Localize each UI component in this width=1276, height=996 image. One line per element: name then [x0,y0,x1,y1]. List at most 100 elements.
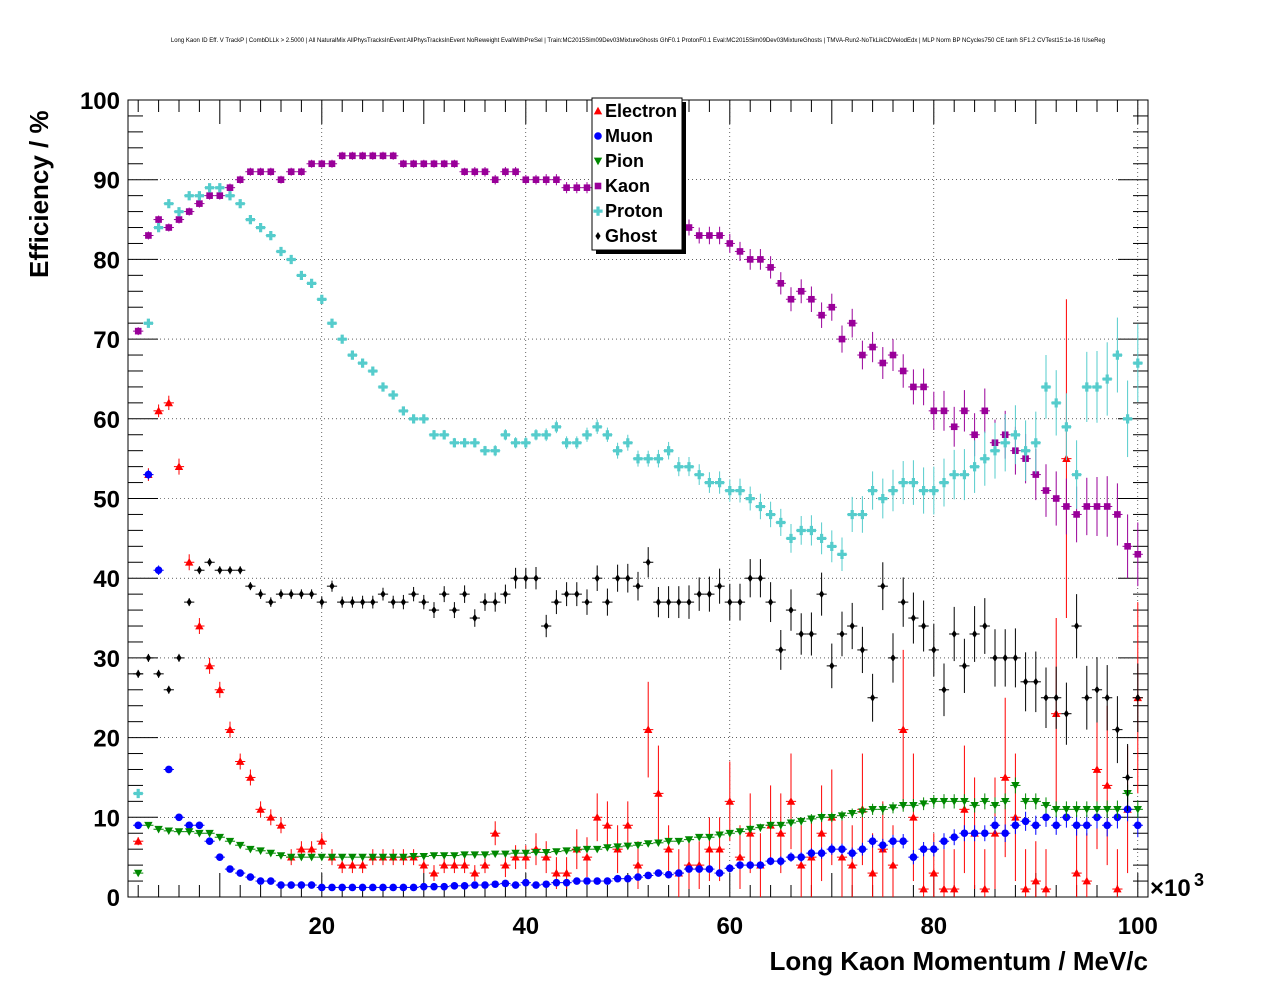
kaon-point [1114,511,1121,518]
pion-point [786,819,796,828]
ghost-point [217,566,223,575]
pion-point [144,821,153,830]
pion-point [542,849,551,857]
muon-point [522,878,530,887]
proton-point [409,414,419,424]
pion-point [990,801,1000,810]
kaon-point [134,327,142,335]
electron-point [1031,876,1040,885]
electron-point [501,860,510,869]
kaon-point [971,431,978,439]
proton-point [704,478,714,488]
proton-point [1082,382,1092,392]
muon-point [838,845,846,853]
kaon-point [828,303,836,311]
ghost-point [564,590,570,599]
pion-point [1011,782,1020,790]
kaon-point [206,192,213,199]
pion-point [1133,805,1142,814]
ghost-point [696,590,702,599]
muon-point [165,765,173,774]
proton-point [1123,414,1133,424]
ghost-point [462,590,468,599]
muon-point [267,877,275,885]
ghost-point [298,590,304,599]
kaon-point [808,295,815,303]
proton-point [817,533,827,544]
proton-point [388,390,398,400]
muon-point [675,869,683,877]
muon-point [705,865,714,873]
proton-point [786,533,796,544]
pion-point [1001,798,1010,806]
proton-point [633,454,643,464]
ghost-point [778,645,784,654]
pion-point [1052,805,1061,814]
proton-point [1072,470,1082,480]
pion-point [460,851,469,859]
ghost-point [380,590,386,599]
muon-point [583,877,591,885]
kaon-point [338,152,346,160]
y-tick-label: 80 [93,247,120,274]
electron-point [317,837,326,845]
muon-point [307,881,316,889]
ghost-point [1135,693,1141,702]
muon-point [389,883,398,892]
pion-point [297,853,306,862]
electron-point [888,860,898,869]
ghost-point [829,661,835,670]
muon-point [766,857,775,865]
legend-marker-kaon [594,182,602,190]
proton-point [184,191,194,201]
ghost-point [533,574,539,583]
x-tick-label: 20 [308,913,335,940]
kaon-point [1063,503,1070,510]
pion-point [970,801,979,810]
ghost-point [135,669,141,678]
electron-point [705,844,714,853]
muon-point [940,837,948,846]
kaon-point [950,423,958,431]
proton-point [439,430,449,440]
proton-point [827,541,837,552]
ghost-point [176,653,182,662]
ghost-point [910,614,916,623]
ghost-point [227,566,233,575]
electron-point [358,860,367,869]
muon-point [318,883,326,892]
pion-point [695,833,704,842]
kaon-point [920,383,927,391]
pion-point [409,852,418,861]
muon-point [277,881,285,889]
pion-point [878,805,887,814]
proton-point [1133,358,1143,368]
ghost-point [890,653,896,662]
electron-point [174,462,184,470]
ghost-point [553,598,559,607]
ghost-point [635,582,641,591]
y-axis-title: Efficiency / % [24,110,54,278]
electron-point [552,868,561,877]
electron-point [491,829,500,837]
kaon-point [1042,487,1050,494]
ghost-point [676,598,682,607]
pion-point [287,853,296,862]
muon-point [736,861,744,869]
electron-point [185,558,194,566]
ghost-point [1012,653,1018,662]
ghost-point [819,590,825,599]
pion-point [491,850,500,859]
ghost-point [615,574,621,583]
proton-point [613,446,623,456]
proton-point [358,358,368,368]
kaon-point [848,319,856,327]
pion-point [888,804,898,812]
electron-point [1072,868,1081,877]
proton-point [1031,438,1041,448]
kaon-point [410,160,417,168]
muon-point [369,883,377,892]
kaon-point [400,160,407,168]
muon-point [899,837,907,846]
muon-point [216,853,224,861]
